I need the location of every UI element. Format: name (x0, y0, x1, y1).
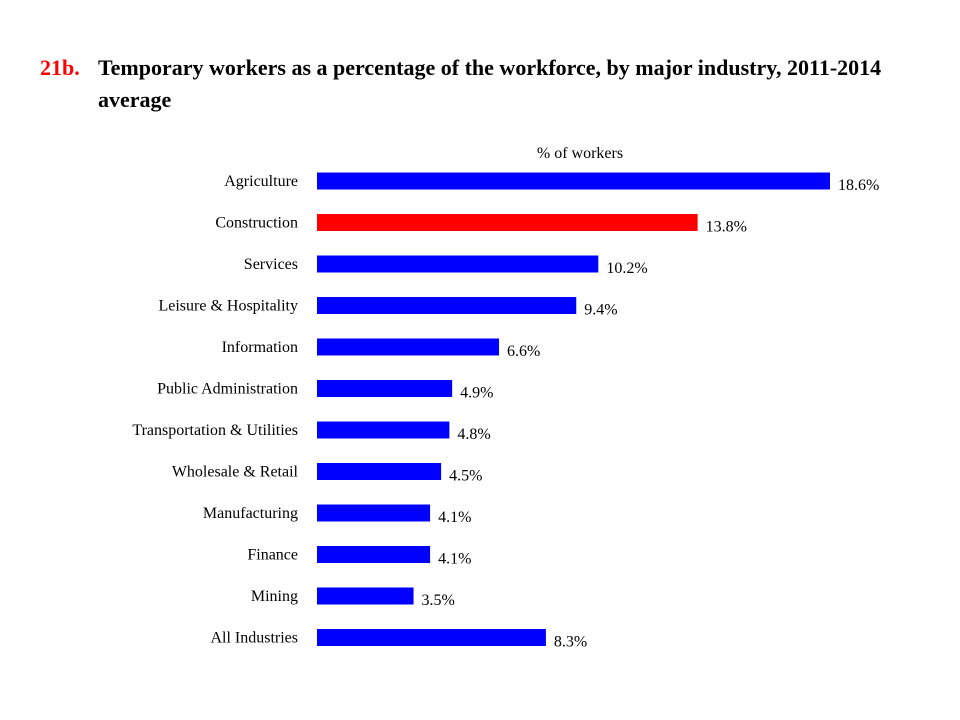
x-axis-label: % of workers (537, 145, 623, 162)
value-label: 18.6% (838, 177, 879, 194)
bar (317, 380, 453, 397)
category-label: Manufacturing (203, 505, 298, 522)
value-label: 4.9% (460, 385, 493, 402)
category-label: Finance (247, 547, 298, 564)
category-label: Wholesale & Retail (172, 464, 299, 481)
chart-title: 21b. Temporary workers as a percentage o… (40, 52, 940, 116)
value-label: 4.1% (438, 509, 471, 526)
bar (317, 255, 599, 273)
bar (317, 546, 431, 563)
value-label: 4.1% (438, 551, 471, 568)
category-label: Construction (215, 215, 298, 232)
value-label: 13.8% (706, 219, 747, 236)
category-label: All Industries (210, 630, 298, 647)
bar (317, 297, 577, 314)
category-label: Mining (251, 588, 298, 605)
value-label: 8.3% (554, 634, 587, 651)
bar (317, 463, 442, 480)
bar (317, 338, 500, 356)
bars-group: Agriculture 18.6% Construction 13.8% Service… (132, 172, 879, 651)
chart-title-text: Temporary workers as a percentage of the… (98, 55, 882, 112)
bar (317, 504, 431, 522)
category-label: Agriculture (224, 173, 298, 190)
value-label: 4.8% (457, 426, 490, 443)
value-label: 9.4% (584, 302, 617, 319)
category-label: Services (244, 256, 298, 273)
value-label: 4.5% (449, 468, 482, 485)
category-label: Public Administration (157, 381, 298, 398)
chart-number: 21b. (40, 55, 80, 80)
value-label: 3.5% (422, 592, 455, 609)
bar (317, 587, 414, 605)
category-label: Information (222, 339, 298, 356)
category-label: Transportation & Utilities (132, 422, 298, 439)
category-label: Leisure & Hospitality (158, 298, 298, 315)
bar (317, 172, 830, 190)
bar (317, 421, 450, 439)
value-label: 6.6% (507, 343, 540, 360)
bar (317, 214, 698, 231)
bar (317, 629, 546, 646)
value-label: 10.2% (606, 260, 647, 277)
